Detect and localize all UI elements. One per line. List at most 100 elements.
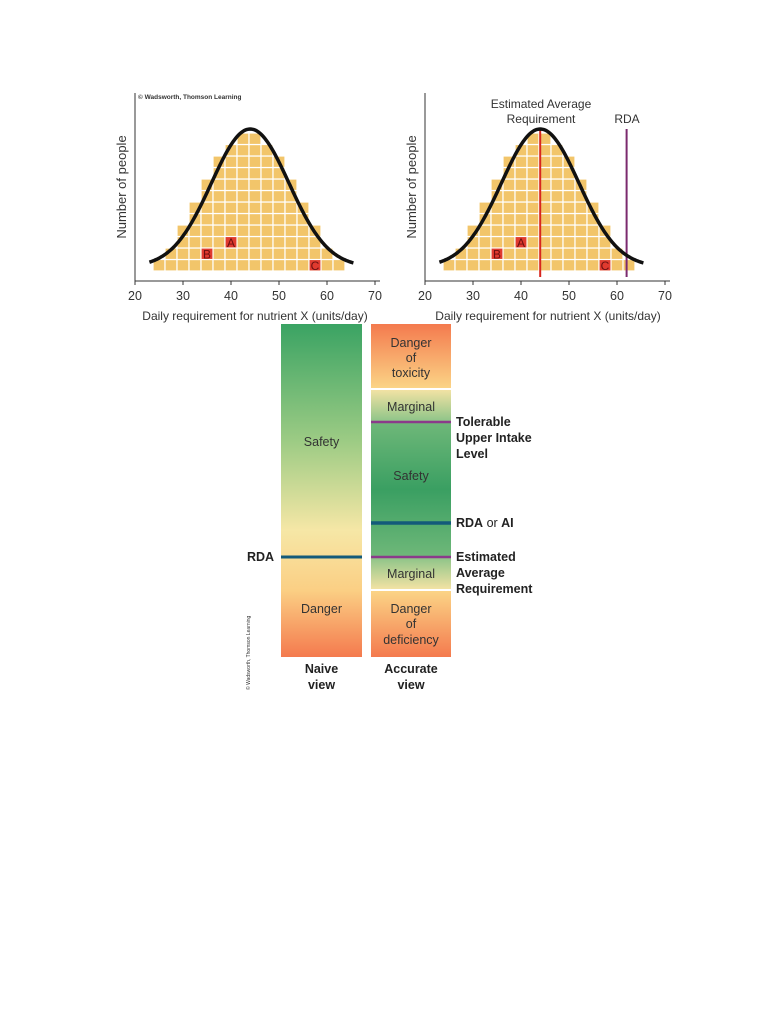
bar-cell (248, 212, 262, 226)
deficiency-label-3: deficiency (383, 633, 439, 647)
bar-cell (550, 258, 564, 272)
bar-cell (320, 258, 334, 272)
bar-cell (622, 258, 636, 272)
bar-cell (562, 235, 576, 249)
bar-cell (260, 166, 274, 180)
bar-cell (502, 201, 516, 215)
bar-cell (514, 166, 528, 180)
bar-cell (212, 201, 226, 215)
x-tick-label: 70 (368, 289, 382, 303)
bar-cell (332, 258, 346, 272)
bar-cell (212, 224, 226, 238)
bar-cell (514, 189, 528, 203)
bar-cell (514, 201, 528, 215)
bar-cell (212, 178, 226, 192)
left-rda-label: RDA (247, 550, 274, 564)
bar-cell (514, 178, 528, 192)
bar-cell (574, 247, 588, 261)
bar-cell (526, 224, 540, 238)
bar-cell (248, 235, 262, 249)
bar-cell (236, 143, 250, 157)
bar-cell (490, 212, 504, 226)
naive-bar (281, 324, 362, 657)
bar-cell (526, 166, 540, 180)
marginal-top-label: Marginal (387, 400, 435, 414)
bar-cell (224, 166, 238, 180)
bar-cell (514, 258, 528, 272)
rda-label: RDA (614, 112, 639, 126)
credit-text: © Wadsworth, Thomson Learning (138, 93, 242, 101)
bar-cell (296, 224, 310, 238)
bar-cell (248, 155, 262, 169)
naive-view: Safety Danger Naive view (281, 324, 362, 692)
marker-label-a: A (517, 236, 525, 250)
marker-b (491, 248, 503, 259)
marker-b (201, 248, 213, 259)
bar-cell (272, 178, 286, 192)
bar-cell (574, 212, 588, 226)
bar-cell (550, 212, 564, 226)
bar-cell (272, 224, 286, 238)
marker-label-c: C (601, 259, 610, 273)
bar-cell (260, 178, 274, 192)
x-tick-label: 30 (466, 289, 480, 303)
bar-cell (272, 247, 286, 261)
chart-right-x-label: Daily requirement for nutrient X (units/… (435, 309, 660, 323)
bar-cell (586, 247, 600, 261)
ul-label-2: Upper Intake (456, 431, 532, 445)
bar-cell (224, 224, 238, 238)
bar-cell (260, 201, 274, 215)
toxicity-label-1: Danger (391, 336, 432, 350)
x-tick-label: 40 (224, 289, 238, 303)
bar-cell (502, 178, 516, 192)
bar-cell (248, 132, 262, 146)
bar-cell (502, 235, 516, 249)
bar-cell (212, 247, 226, 261)
bar-cell (514, 212, 528, 226)
bar-cell (260, 258, 274, 272)
x-tick-label: 50 (272, 289, 286, 303)
bar-cell (212, 189, 226, 203)
x-tick-label: 40 (514, 289, 528, 303)
bar-cell (562, 247, 576, 261)
x-tick-label: 30 (176, 289, 190, 303)
bar-cell (260, 247, 274, 261)
marker-c (309, 260, 321, 271)
bar-cell (248, 178, 262, 192)
bar-cell (236, 178, 250, 192)
marker-label-a: A (227, 236, 235, 250)
bar-cell (586, 258, 600, 272)
bar-cell (466, 258, 480, 272)
bar-cell (164, 258, 178, 272)
bar-cell (212, 235, 226, 249)
bar-cell (526, 212, 540, 226)
bar-cell (236, 166, 250, 180)
bar-cell (526, 258, 540, 272)
bar-cell (212, 258, 226, 272)
bar-cell (586, 224, 600, 238)
chart-left-y-label: Number of people (114, 135, 129, 238)
marginal-top-zone (371, 390, 451, 422)
bar-cell (272, 201, 286, 215)
bar-cell (176, 247, 190, 261)
chart-left-markers: A B C (201, 236, 321, 273)
bar-cell (550, 178, 564, 192)
bar-cell (284, 247, 298, 261)
bar-cell (188, 258, 202, 272)
bar-cell (260, 155, 274, 169)
bar-cell (236, 201, 250, 215)
bar-cell (502, 212, 516, 226)
bar-cell (502, 224, 516, 238)
bar-cell (188, 247, 202, 261)
bar-cell (574, 201, 588, 215)
ul-label-3: Level (456, 447, 488, 461)
bar-cell (200, 224, 214, 238)
x-tick-label: 60 (610, 289, 624, 303)
bar-cell (284, 224, 298, 238)
ear-label-line-2: Requirement (507, 112, 576, 126)
toxicity-label-2: of (406, 351, 417, 365)
bar-cell (574, 258, 588, 272)
bar-cell (514, 224, 528, 238)
bar-cell (260, 235, 274, 249)
